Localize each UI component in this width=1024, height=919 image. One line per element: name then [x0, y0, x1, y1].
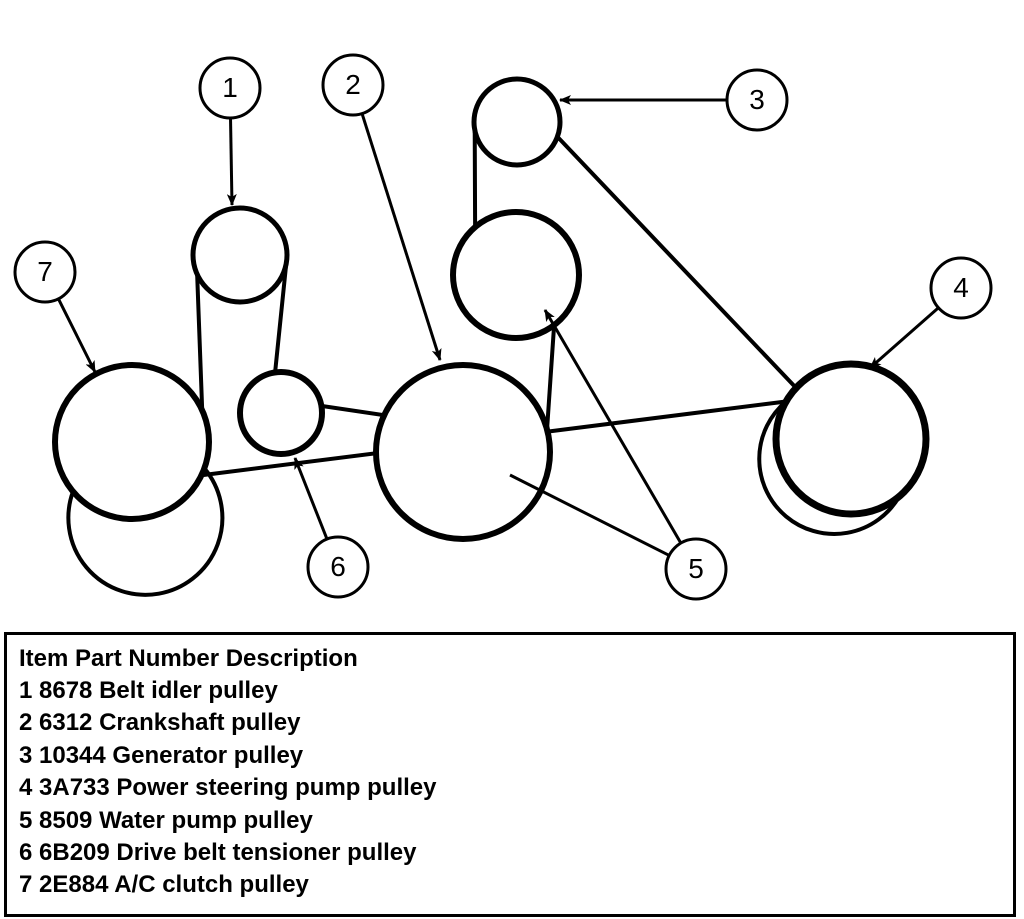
pulley-2	[376, 365, 550, 539]
callout-arrow-5	[545, 310, 681, 543]
pulley-3	[474, 79, 560, 165]
callout-circle-2	[323, 55, 383, 115]
callout-circle-4	[931, 258, 991, 318]
legend-header: Item Part Number Description	[19, 645, 1001, 673]
callout-circle-5	[666, 539, 726, 599]
legend-row-4: 4 3A733 Power steering pump pulley	[19, 772, 1001, 804]
pulley-1	[193, 208, 287, 302]
legend-row-3: 3 10344 Generator pulley	[19, 740, 1001, 772]
legend-row-7: 7 2E884 A/C clutch pulley	[19, 869, 1001, 901]
callout-circle-6	[308, 537, 368, 597]
pulley-7	[55, 365, 209, 519]
callout-arrow-2	[362, 114, 440, 360]
parts-legend: Item Part Number Description 1 8678 Belt…	[4, 632, 1016, 917]
pulley-6	[240, 372, 322, 454]
callout-arrow-5-b	[510, 475, 669, 555]
legend-row-6: 6 6B209 Drive belt tensioner pulley	[19, 837, 1001, 869]
pulley-5	[453, 212, 579, 338]
pulleys	[55, 79, 926, 539]
callout-arrow-7	[58, 299, 95, 372]
legend-row-5: 5 8509 Water pump pulley	[19, 805, 1001, 837]
callout-arrow-1	[231, 118, 232, 205]
legend-row-1: 1 8678 Belt idler pulley	[19, 675, 1001, 707]
callout-arrow-4	[870, 308, 938, 368]
diagram-svg	[0, 0, 1024, 620]
pulley-4	[776, 364, 926, 514]
callout-circle-7	[15, 242, 75, 302]
callout-circle-1	[200, 58, 260, 118]
belt-routing-diagram: 1234567	[0, 0, 1024, 620]
callout-arrow-6	[295, 458, 327, 539]
callout-circle-3	[727, 70, 787, 130]
legend-row-2: 2 6312 Crankshaft pulley	[19, 707, 1001, 739]
legend-rows: 1 8678 Belt idler pulley2 6312 Crankshaf…	[19, 675, 1001, 902]
